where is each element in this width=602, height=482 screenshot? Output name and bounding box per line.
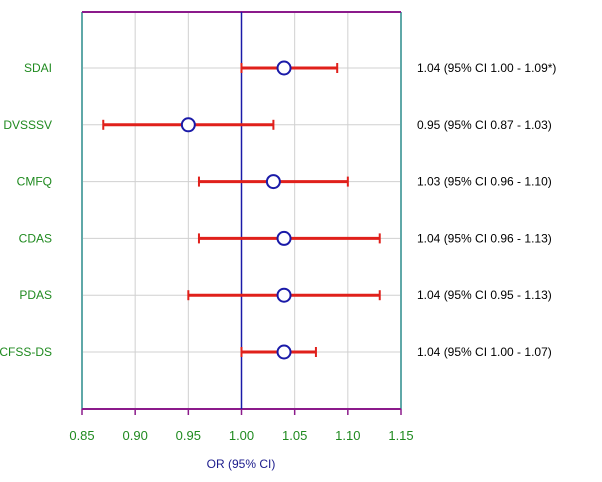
forest-row: CDAS 1.04 (95% CI 0.96 - 1.13) [19, 230, 552, 246]
point-estimate-marker [276, 230, 292, 246]
x-tick-label: 0.95 [176, 428, 201, 443]
forest-rows: SDAI 1.04 (95% CI 1.00 - 1.09*) DVSSSV 0.95… [0, 60, 556, 360]
x-tick-label: 1.00 [229, 428, 254, 443]
point-estimate-marker [265, 174, 281, 190]
forest-row: DVSSSV 0.95 (95% CI 0.87 - 1.03) [3, 117, 552, 133]
estimate-text: 1.04 (95% CI 0.96 - 1.13) [417, 231, 552, 245]
point-estimate-marker [276, 287, 292, 303]
row-label: PDAS [19, 288, 52, 302]
x-tick-label: 1.05 [282, 428, 307, 443]
x-tick-label: 1.15 [388, 428, 413, 443]
forest-row: PDAS 1.04 (95% CI 0.95 - 1.13) [19, 287, 552, 303]
estimate-text: 0.95 (95% CI 0.87 - 1.03) [417, 118, 552, 132]
row-label: SDAI [24, 61, 52, 75]
x-tick-label: 0.85 [69, 428, 94, 443]
estimate-text: 1.04 (95% CI 0.95 - 1.13) [417, 288, 552, 302]
x-axis-ticks: 0.85 0.90 0.95 1.00 1.05 1.10 1.15 [69, 409, 414, 443]
point-estimate-marker [276, 344, 292, 360]
row-label: CDAS [19, 231, 52, 245]
x-tick-label: 0.90 [123, 428, 148, 443]
point-estimate-marker [276, 60, 292, 76]
estimate-text: 1.03 (95% CI 0.96 - 1.10) [417, 175, 552, 189]
forest-row: CFSS-DS 1.04 (95% CI 1.00 - 1.07) [0, 344, 552, 360]
forest-row: CMFQ 1.03 (95% CI 0.96 - 1.10) [17, 174, 552, 190]
forest-row: SDAI 1.04 (95% CI 1.00 - 1.09*) [24, 60, 556, 76]
x-axis-title: OR (95% CI) [207, 457, 276, 471]
row-label: DVSSSV [3, 118, 52, 132]
row-label: CMFQ [17, 175, 52, 189]
estimate-text: 1.04 (95% CI 1.00 - 1.09*) [417, 61, 556, 75]
point-estimate-marker [180, 117, 196, 133]
row-label: CFSS-DS [0, 345, 52, 359]
x-tick-label: 1.10 [335, 428, 360, 443]
estimate-text: 1.04 (95% CI 1.00 - 1.07) [417, 345, 552, 359]
